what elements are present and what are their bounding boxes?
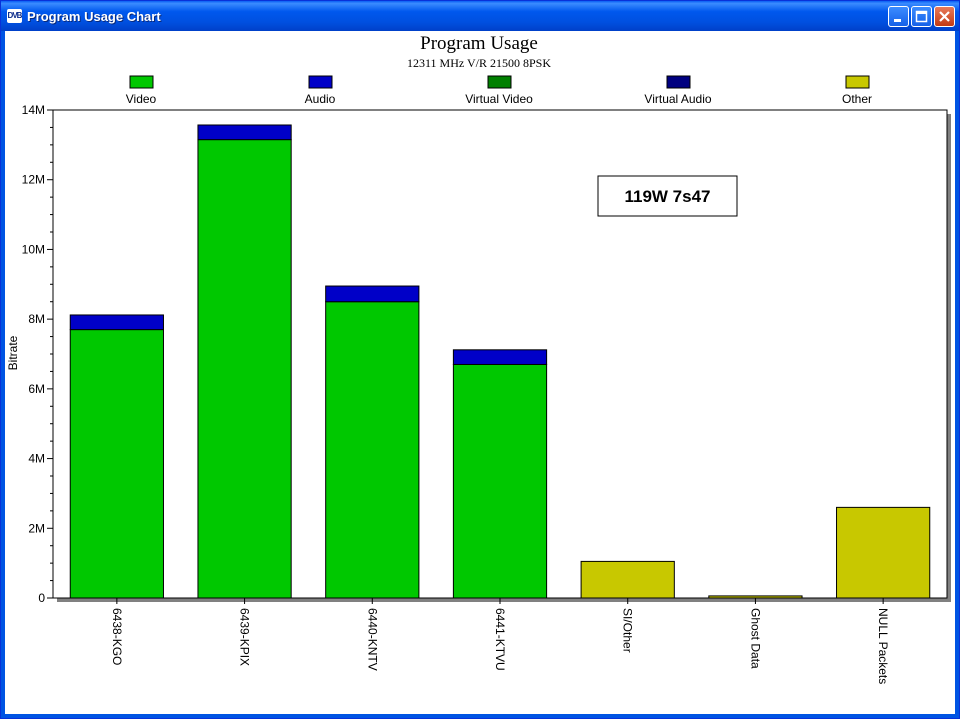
x-tick-label: NULL Packets (876, 608, 890, 684)
bar-video (452, 363, 548, 599)
x-tick-label: 6438-KGO (110, 608, 124, 665)
chart-legend: Video Audio Virtual Video Virtual Audio Othe… (126, 75, 872, 106)
bar-other (836, 506, 931, 599)
legend-swatch-virtual-audio (666, 75, 691, 89)
window-title: Program Usage Chart (27, 9, 161, 24)
bar-video (325, 301, 420, 599)
y-tick-label: 14M (22, 103, 45, 117)
legend-label-audio: Audio (305, 92, 336, 106)
x-tick-label: 6441-KTVU (493, 608, 507, 671)
y-tick-label: 10M (22, 242, 45, 256)
legend-swatch-other (845, 75, 870, 89)
legend-swatch-audio (308, 75, 333, 89)
legend-label-other: Other (842, 92, 872, 106)
y-tick-label: 0 (38, 591, 45, 605)
annotation-box: 119W 7s47 (597, 175, 738, 217)
x-tick-label: SI/Other (621, 608, 635, 653)
maximize-icon (915, 10, 928, 23)
y-tick-label: 12M (22, 173, 45, 187)
y-axis-label: Bitrate (6, 335, 20, 370)
legend-swatch-virtual-video (487, 75, 512, 89)
legend-swatch-video (129, 75, 154, 89)
bar-video (197, 139, 292, 599)
legend-label-virtual-video: Virtual Video (465, 92, 533, 106)
bar-other (708, 595, 803, 599)
annotation-label: 119W 7s47 (624, 187, 710, 206)
dvb-logo-icon: DVB (7, 9, 22, 23)
bar-audio (452, 349, 548, 365)
y-tick-label: 4M (28, 452, 45, 466)
chart-title: Program Usage (420, 33, 538, 54)
plot-area: 0 2M 4M 6M 8M 10M 12M 14M 6438-KGO 6439-KPIX 6440-… (22, 103, 951, 684)
close-icon (939, 11, 950, 22)
legend-label-video: Video (126, 92, 157, 106)
chart-subtitle: 12311 MHz V/R 21500 8PSK (407, 56, 551, 70)
y-tick-label: 2M (28, 521, 45, 535)
minimize-icon (894, 19, 901, 22)
legend-label-virtual-audio: Virtual Audio (644, 92, 711, 106)
bar-audio (325, 285, 420, 303)
minimize-button[interactable] (888, 6, 909, 27)
y-tick-label: 8M (28, 312, 45, 326)
y-tick-label: 6M (28, 382, 45, 396)
title-bar[interactable]: DVB Program Usage Chart (1, 1, 959, 31)
bar-other (580, 560, 675, 599)
x-tick-label: Ghost Data (748, 608, 762, 669)
bar-audio (69, 314, 164, 331)
bar-video (69, 329, 164, 599)
program-usage-chart: Program Usage 12311 MHz V/R 21500 8PSK V… (6, 33, 951, 684)
x-tick-label: 6439-KPIX (238, 608, 252, 666)
close-button[interactable] (934, 6, 955, 27)
chart-area: Program Usage 12311 MHz V/R 21500 8PSK V… (5, 31, 955, 714)
x-tick-label: 6440-KNTV (365, 608, 379, 671)
maximize-button[interactable] (911, 6, 932, 27)
bar-audio (197, 124, 292, 141)
